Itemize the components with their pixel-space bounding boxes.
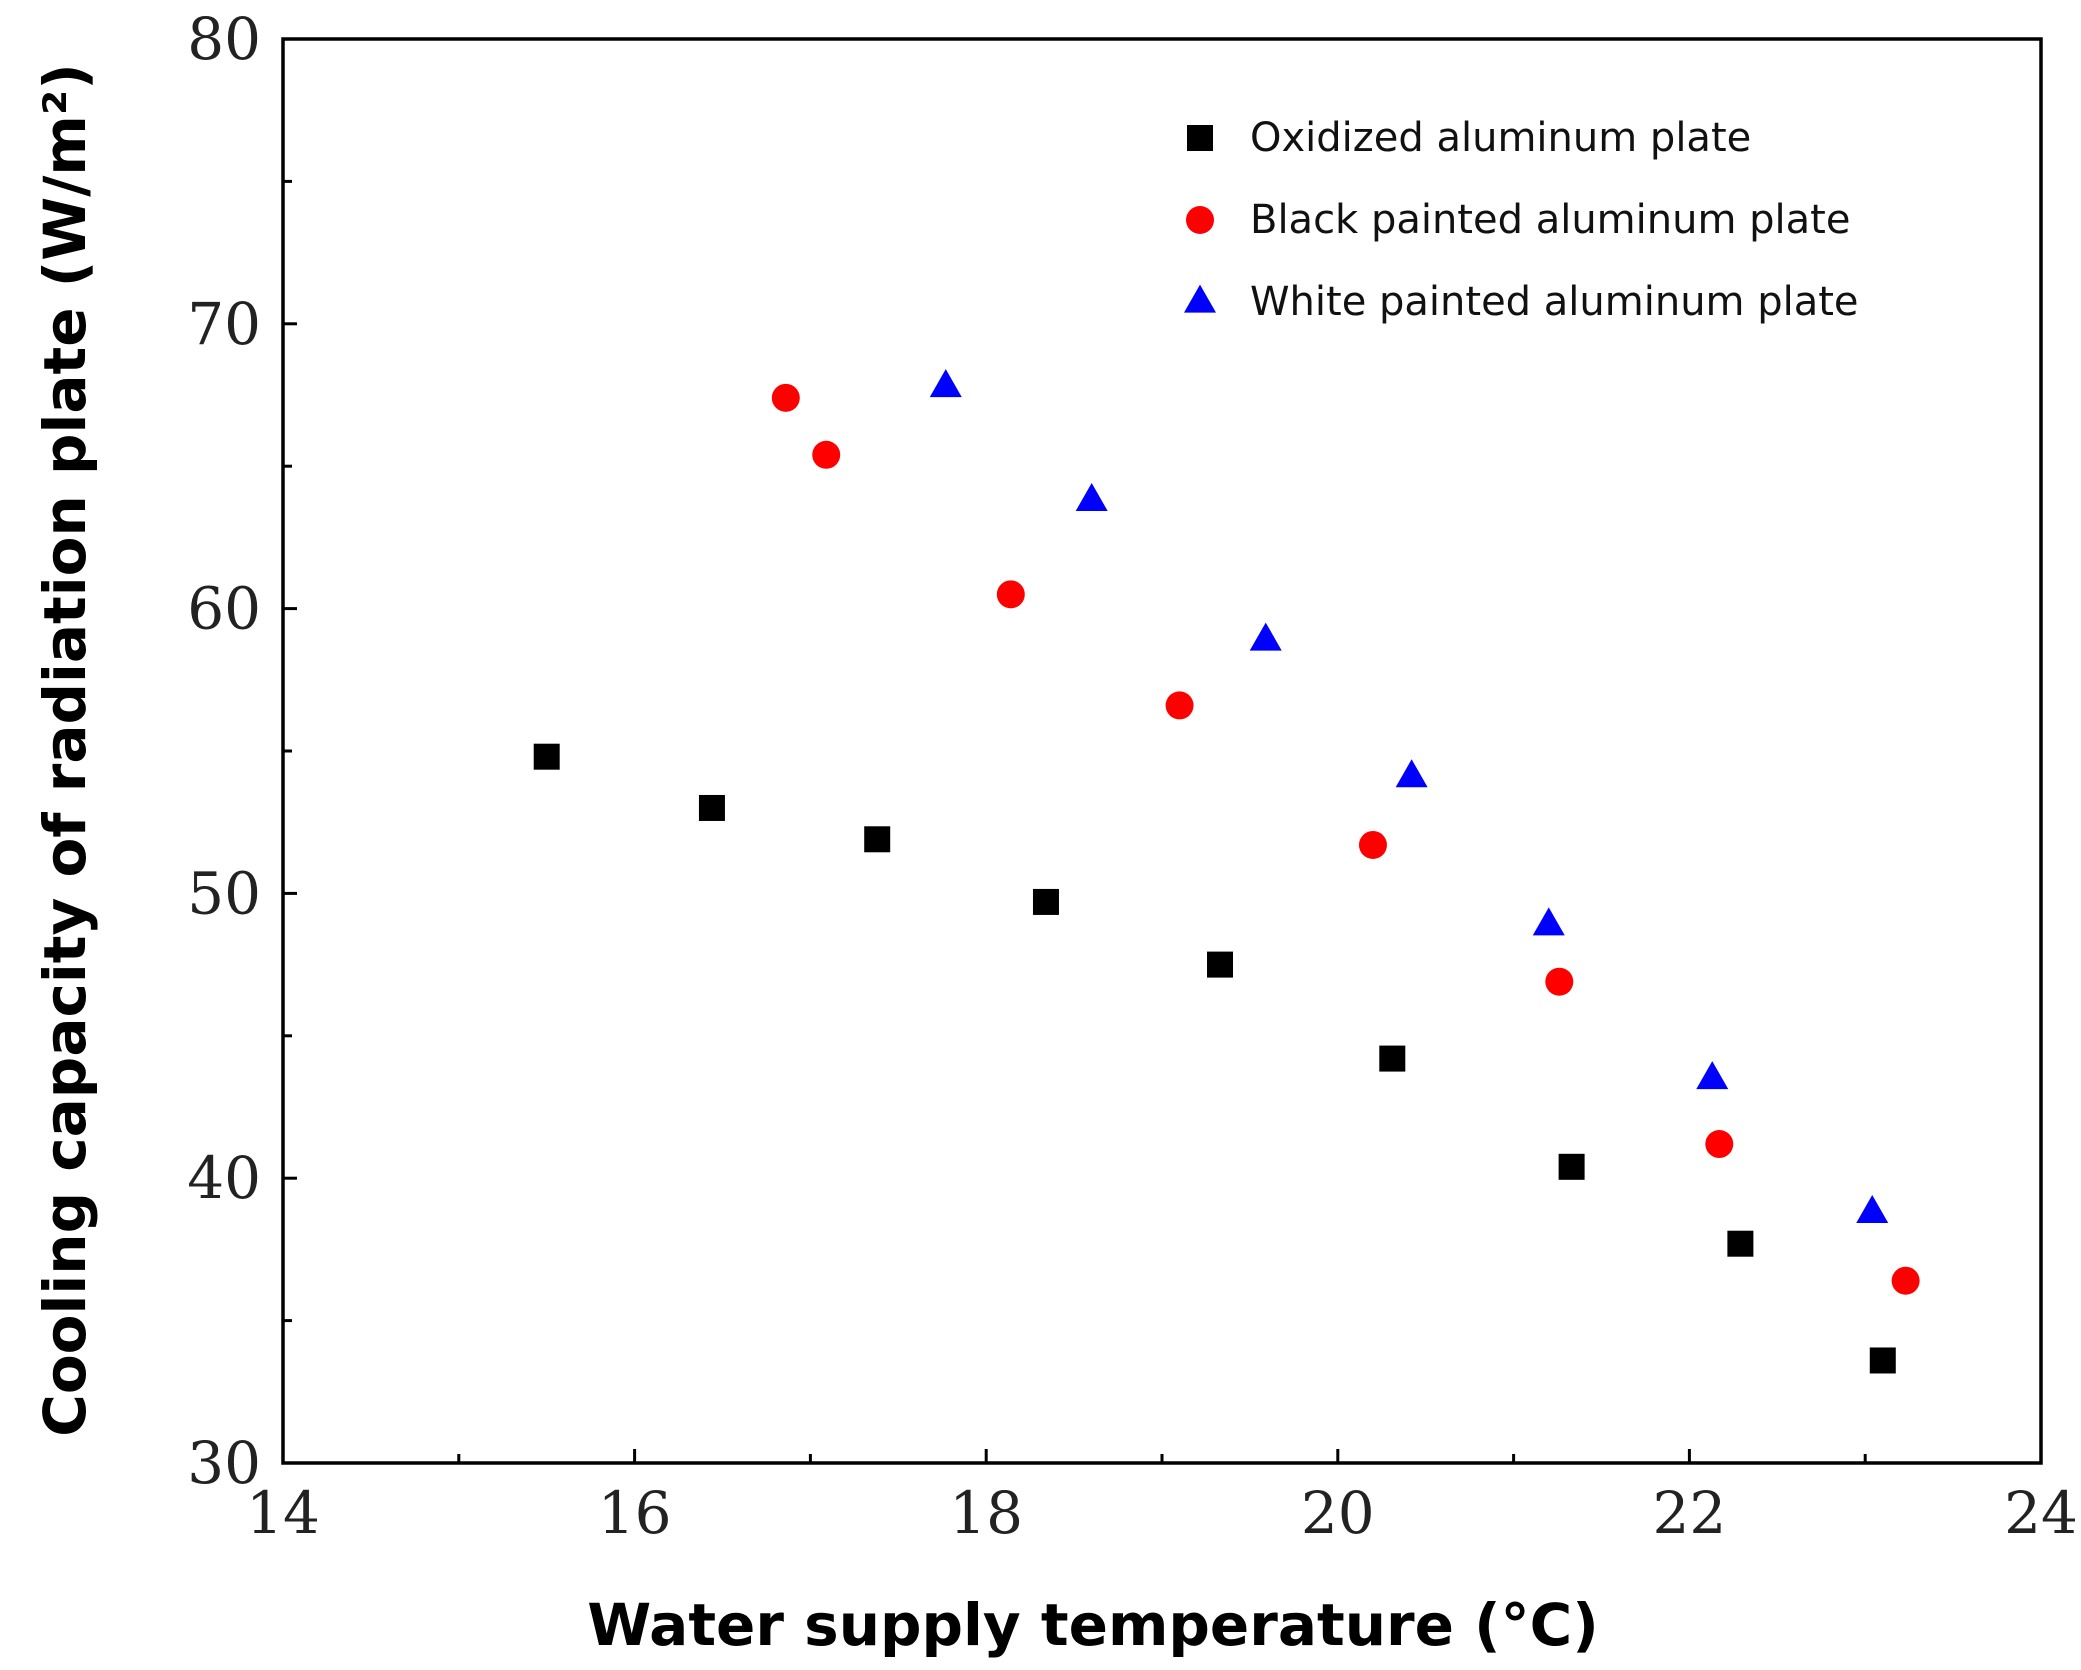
- legend-item: Oxidized aluminum plate: [1187, 115, 1751, 161]
- legend-label: White painted aluminum plate: [1250, 279, 1859, 325]
- data-point-circle: [771, 383, 800, 412]
- legend-label: Black painted aluminum plate: [1250, 197, 1850, 243]
- series-triangle: [929, 369, 1889, 1224]
- legend-marker-square: [1187, 125, 1213, 151]
- legend: Oxidized aluminum plate Black painted alu…: [1184, 115, 1859, 325]
- x-tick-label: 22: [1652, 1479, 1726, 1547]
- data-point-square: [1727, 1230, 1754, 1257]
- y-tick-labels: 30 40 50 60 70 80: [187, 5, 261, 1497]
- y-tick-label: 70: [187, 290, 261, 358]
- legend-marker-triangle: [1184, 284, 1216, 313]
- data-point-circle: [1545, 967, 1574, 996]
- data-point-triangle: [929, 369, 962, 398]
- data-point-square: [1379, 1045, 1406, 1072]
- x-tick-label: 14: [246, 1479, 320, 1547]
- data-point-square: [698, 794, 725, 821]
- data-point-triangle: [1856, 1195, 1889, 1224]
- y-tick-label: 30: [187, 1429, 261, 1497]
- legend-label: Oxidized aluminum plate: [1250, 115, 1751, 161]
- data-point-triangle: [1696, 1061, 1729, 1090]
- data-point-circle: [812, 440, 841, 469]
- x-tick-label: 24: [2004, 1479, 2078, 1547]
- legend-marker-circle: [1186, 206, 1214, 234]
- data-point-circle: [1165, 691, 1194, 720]
- legend-item: White painted aluminum plate: [1184, 279, 1859, 325]
- data-point-triangle: [1249, 622, 1282, 651]
- data-point-square: [1869, 1347, 1896, 1374]
- data-point-circle: [1358, 830, 1387, 859]
- data-point-triangle: [1532, 907, 1565, 936]
- axis-ticks: [281, 37, 2043, 1465]
- y-tick-label: 50: [187, 859, 261, 927]
- data-point-square: [1558, 1153, 1585, 1180]
- x-tick-label: 16: [598, 1479, 672, 1547]
- data-point-triangle: [1395, 759, 1428, 788]
- data-point-square: [533, 743, 560, 770]
- data-point-circle: [996, 580, 1025, 609]
- data-point-square: [1032, 888, 1059, 915]
- data-point-triangle: [1075, 483, 1108, 512]
- data-point-circle: [1705, 1130, 1734, 1159]
- series-circle: [771, 383, 1920, 1295]
- series-square: [533, 743, 1896, 1374]
- x-tick-label: 18: [949, 1479, 1023, 1547]
- y-tick-label: 40: [187, 1144, 261, 1212]
- data-point-circle: [1891, 1266, 1920, 1295]
- data-point-square: [1207, 951, 1234, 978]
- y-tick-label: 80: [187, 5, 261, 73]
- legend-item: Black painted aluminum plate: [1186, 197, 1850, 243]
- x-axis-title: Water supply temperature (°C): [587, 1591, 1598, 1659]
- y-tick-label: 60: [187, 575, 261, 643]
- y-axis-title: Cooling capacity of radiation plate (W/m…: [31, 63, 99, 1436]
- data-points: [533, 369, 1920, 1374]
- x-tick-label: 20: [1301, 1479, 1375, 1547]
- x-tick-labels: 14 16 18 20 22 24: [246, 1479, 2078, 1547]
- data-point-square: [864, 826, 891, 853]
